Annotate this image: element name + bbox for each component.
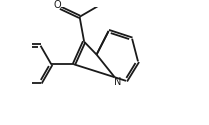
Text: N: N	[114, 77, 121, 87]
Text: O: O	[53, 0, 61, 10]
